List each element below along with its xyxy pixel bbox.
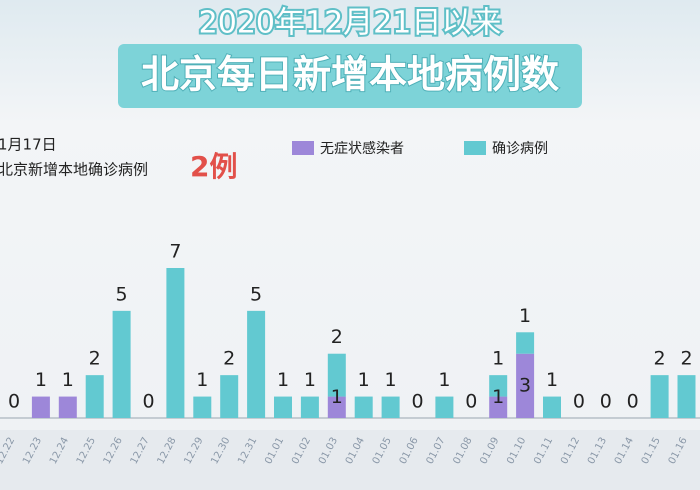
value-label: 1 [277,369,289,391]
bar [31,396,50,418]
value-label: 1 [438,369,450,391]
annotation-text: 北京新增本地确诊病例 [0,161,148,179]
bar [381,396,400,418]
bar [58,396,77,418]
value-label: 7 [169,241,181,263]
value-label: 2 [680,348,692,370]
bar [247,310,266,418]
value-label: 2 [331,326,343,348]
bar [220,375,239,418]
value-label: 0 [600,391,612,413]
chart-title: 北京每日新增本地病例数 [141,53,559,97]
value-label: 0 [627,391,639,413]
value-label: 5 [250,283,262,305]
bar [166,268,185,418]
value-label: 1 [196,369,208,391]
value-label: 1 [35,369,47,391]
bar [274,396,292,418]
value-label: 0 [8,391,20,413]
bar [650,375,669,418]
legend-swatch [292,141,314,155]
value-label: 0 [573,391,585,413]
value-label: 0 [411,391,423,413]
value-label: 1 [331,386,343,408]
value-label: 1 [385,369,397,391]
value-label: 5 [116,283,128,305]
value-label: 3 [519,374,531,396]
value-label: 0 [465,391,477,413]
bar [300,396,319,418]
axis-band [0,430,700,490]
value-label: 1 [546,369,558,391]
value-label: 2 [654,348,666,370]
bar [516,332,535,354]
bar [354,396,373,418]
value-label: 1 [358,369,370,391]
value-label: 2 [89,348,101,370]
legend-label: 确诊病例 [492,141,548,157]
bar [327,353,346,397]
value-label: 0 [142,391,154,413]
value-label: 1 [62,369,74,391]
title-box [118,44,582,108]
value-label: 1 [519,305,531,327]
bar [112,310,131,418]
legend-swatch [464,141,486,155]
annotation-highlight: 2例 [190,150,237,183]
bar [489,375,508,397]
bar [543,396,561,418]
value-label: 1 [492,386,504,408]
bar [516,353,535,418]
bar [435,396,454,418]
bar [677,375,696,418]
value-label: 1 [492,348,504,370]
legend-label: 无症状感染者 [320,140,404,157]
bar [489,396,508,418]
value-label: 2 [223,348,235,370]
annotation-date: 1月17日 [0,136,57,154]
chart-subtitle: 2020年12月21日以来 [199,6,502,41]
value-label: 1 [304,369,316,391]
bar [193,396,212,418]
bar [327,396,346,418]
bar [85,375,104,418]
